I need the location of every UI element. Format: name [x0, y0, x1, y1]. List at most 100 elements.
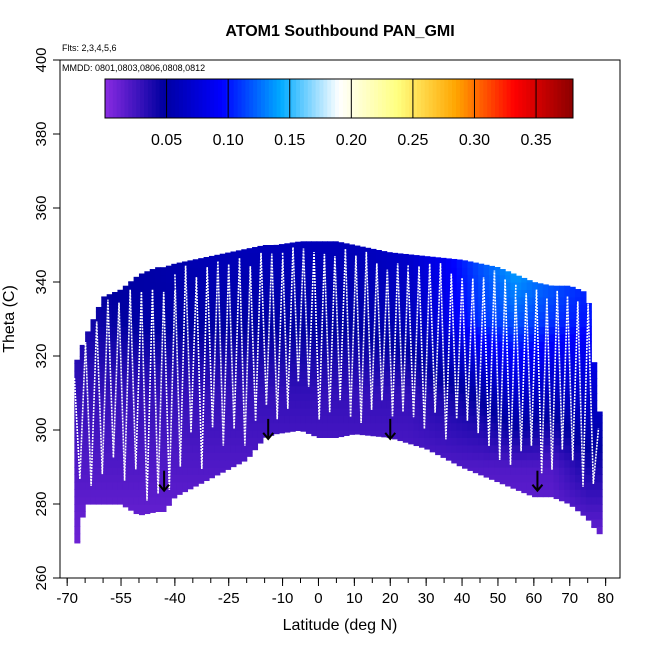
heatmap-cell [332, 274, 339, 283]
heatmap-cell [365, 363, 372, 372]
heatmap-cell [456, 259, 463, 268]
heatmap-cell [90, 496, 97, 505]
heatmap-cell [176, 311, 183, 320]
heatmap-cell [112, 385, 119, 394]
colorbar-segment [190, 79, 196, 118]
heatmap-cell [144, 304, 151, 313]
heatmap-cell [542, 400, 549, 409]
heatmap-cell [117, 430, 124, 438]
heatmap-cell [171, 474, 178, 483]
heatmap-cell [483, 289, 490, 298]
heatmap-cell [85, 489, 92, 498]
heatmap-cell [483, 422, 490, 431]
heatmap-cell [585, 415, 592, 424]
heatmap-cell [505, 319, 512, 327]
heatmap-cell [268, 370, 275, 379]
heatmap-cell [354, 326, 361, 335]
heatmap-cell [138, 296, 145, 305]
heatmap-cell [101, 444, 108, 453]
heatmap-cell [295, 259, 302, 268]
heatmap-cell [408, 319, 415, 327]
heatmap-cell [252, 282, 259, 290]
heatmap-cell [300, 274, 307, 283]
heatmap-cell [558, 348, 565, 357]
heatmap-cell [149, 385, 156, 394]
heatmap-cell [596, 437, 603, 446]
heatmap-cell [327, 415, 334, 424]
heatmap-cell [440, 289, 447, 298]
heatmap-cell [322, 385, 329, 394]
heatmap-cell [117, 400, 124, 409]
heatmap-cell [532, 422, 539, 431]
heatmap-cell [273, 363, 280, 372]
heatmap-cell [252, 444, 259, 451]
heatmap-cell [505, 481, 512, 487]
heatmap-cell [289, 385, 296, 394]
heatmap-cell [284, 259, 291, 268]
colorbar-segment [284, 79, 289, 118]
heatmap-cell [138, 474, 145, 483]
heatmap-cell [413, 304, 420, 313]
heatmap-cell [149, 452, 156, 461]
heatmap-cell [564, 452, 571, 461]
heatmap-cell [402, 437, 409, 443]
heatmap-cell [101, 407, 108, 416]
heatmap-cell [316, 274, 323, 283]
heatmap-cell [295, 267, 302, 276]
heatmap-cell [252, 259, 259, 268]
flight-tracks [73, 247, 600, 501]
heatmap-cell [165, 430, 172, 438]
heatmap-cell [208, 385, 215, 394]
heatmap-cell [548, 407, 555, 416]
colorbar-segment [424, 79, 430, 118]
heatmap-cell [176, 356, 183, 364]
colorbar-segment [358, 79, 363, 118]
heatmap-cell [198, 282, 205, 290]
heatmap-cell [548, 467, 555, 475]
heatmap-cell [74, 481, 81, 490]
heatmap-cell [488, 319, 495, 327]
heatmap-cell [365, 274, 372, 283]
heatmap-cell [278, 356, 285, 364]
heatmap-cell [365, 341, 372, 350]
heatmap-cell [90, 341, 97, 350]
heatmap-cell [295, 282, 302, 290]
heatmap-cell [225, 341, 232, 350]
heatmap-cell [564, 459, 571, 468]
heatmap-cell [348, 326, 355, 335]
heatmap-cell [262, 348, 269, 357]
heatmap-cell [176, 467, 183, 475]
heatmap-cell [424, 256, 431, 261]
heatmap-cell [117, 415, 124, 424]
heatmap-cell [478, 326, 485, 335]
x-tick-label: 40 [454, 590, 471, 607]
heatmap-cell [214, 467, 221, 475]
y-tick-label: 320 [33, 343, 50, 368]
heatmap-cell [542, 363, 549, 372]
heatmap-cell [90, 452, 97, 461]
colorbar-segment [249, 79, 254, 118]
heatmap-cell [429, 311, 436, 320]
heatmap-cell [225, 296, 232, 305]
colorbar-segment [218, 79, 223, 118]
heatmap-cell [235, 385, 242, 394]
heatmap-cell [241, 370, 248, 379]
heatmap-cell [381, 319, 388, 327]
heatmap-cell [370, 296, 377, 305]
heatmap-cell [488, 407, 495, 416]
heatmap-cell [95, 341, 102, 350]
heatmap-cell [171, 430, 178, 438]
heatmap-cell [591, 496, 598, 505]
heatmap-cell [112, 341, 119, 350]
heatmap-cell [510, 304, 517, 313]
heatmap-cell [515, 422, 522, 431]
y-axis-label: Theta (C) [1, 285, 18, 353]
heatmap-cell [133, 363, 140, 372]
heatmap-cell [343, 393, 350, 401]
heatmap-cell [397, 289, 404, 298]
heatmap-cell [252, 267, 259, 276]
heatmap-cell [381, 370, 388, 379]
colorbar-segment [163, 79, 168, 118]
heatmap-cell [182, 261, 189, 268]
heatmap-cell [241, 348, 248, 357]
